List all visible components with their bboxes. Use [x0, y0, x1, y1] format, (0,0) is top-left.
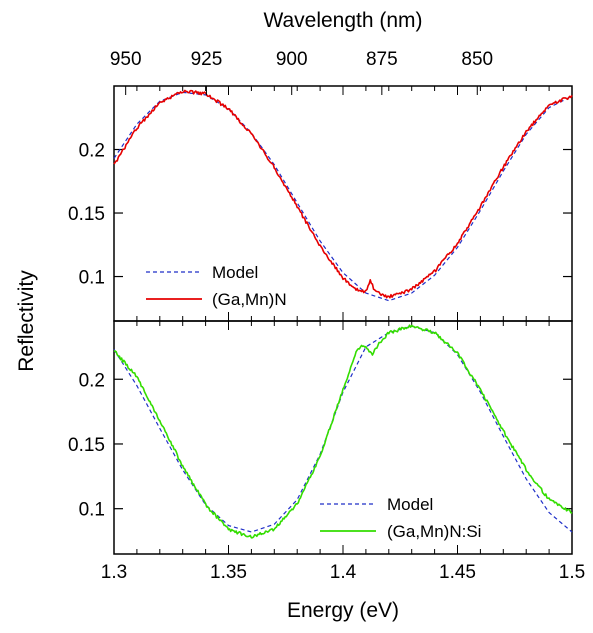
series-2-measured-line [113, 324, 573, 539]
series-1-model-line [113, 91, 573, 302]
y-tick-label: 0.2 [79, 370, 105, 391]
y-axis-title: Reflectivity [15, 270, 38, 372]
series-1-measured-line [113, 89, 573, 299]
panel-2-frame [113, 320, 573, 555]
x-tick-label: 1.45 [439, 562, 476, 583]
x-tick-label: 1.5 [559, 562, 585, 583]
y-tick-label: 0.1 [79, 268, 105, 289]
x2-tick-label: 850 [461, 49, 493, 70]
x2-tick-label: 875 [366, 49, 398, 70]
y-tick-label: 0.2 [79, 141, 105, 162]
x-axis-title: Energy (eV) [287, 599, 399, 622]
x2-axis-title: Wavelength (nm) [263, 9, 422, 32]
x-tick-label: 1.35 [210, 562, 247, 583]
x-tick-label: 1.4 [330, 562, 357, 583]
legend-label: Model [212, 263, 258, 282]
legend-label: Model [387, 495, 433, 514]
y-tick-label: 0.15 [68, 204, 105, 225]
x2-tick-label: 950 [110, 49, 142, 70]
panel-1-frame [113, 85, 573, 322]
legend-label: (Ga,Mn)N [212, 290, 287, 309]
x-tick-label: 1.3 [101, 562, 127, 583]
plot-area: 0.1 0.15 0.2 Model (Ga,Mn)N 0.1 0.15 0.2 Model (G… [68, 49, 585, 583]
y-tick-label: 0.15 [68, 435, 105, 456]
y-tick-label: 0.1 [79, 500, 105, 521]
legend-label: (Ga,Mn)N:Si [387, 522, 481, 541]
x2-tick-label: 900 [276, 49, 308, 70]
x2-tick-label: 925 [191, 49, 223, 70]
